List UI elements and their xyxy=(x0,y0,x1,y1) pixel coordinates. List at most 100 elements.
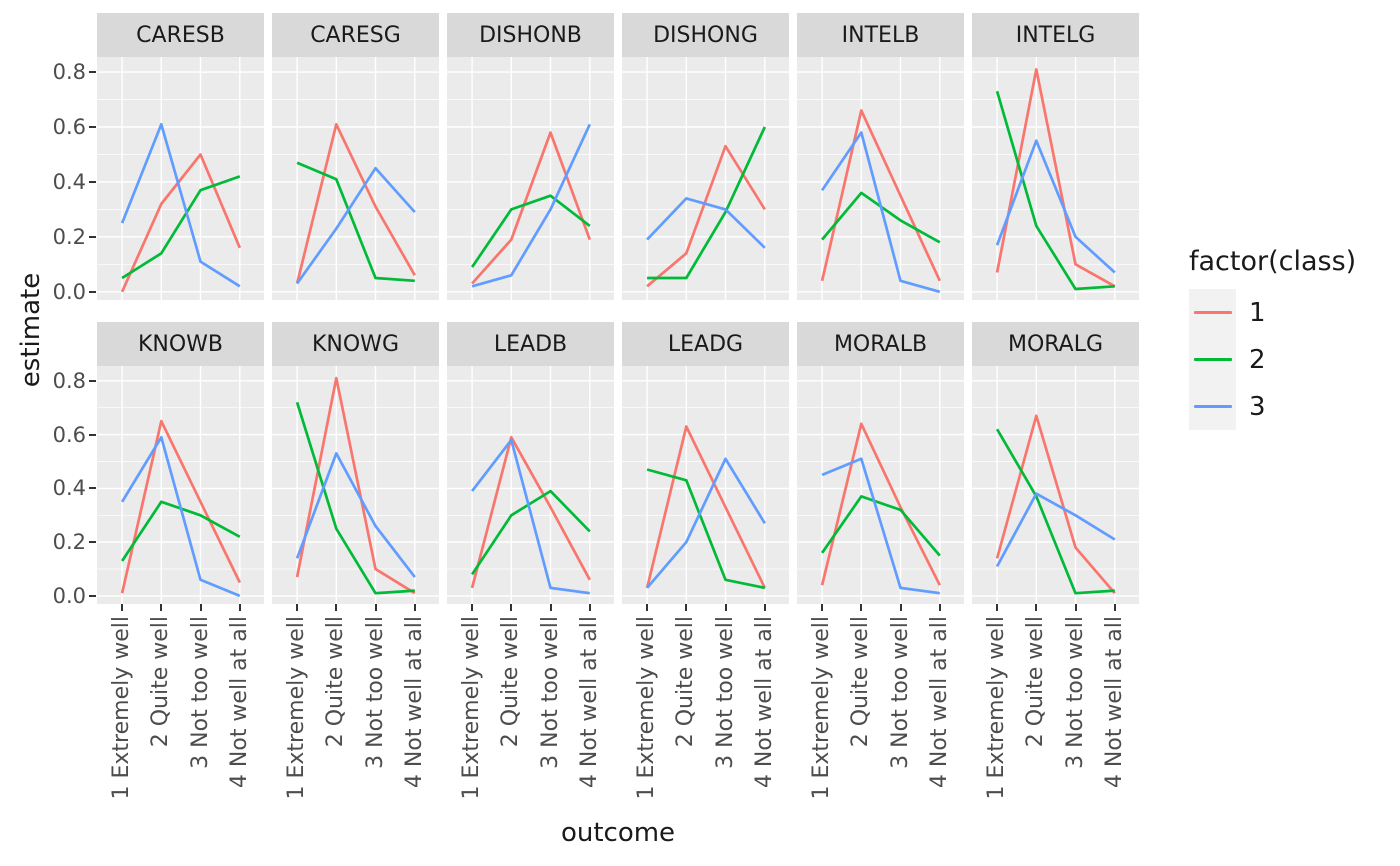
facet-strip: LEADG xyxy=(622,322,789,366)
facet-panel xyxy=(447,57,614,300)
x-tick-mark xyxy=(335,604,337,611)
series-line-class-3 xyxy=(646,457,766,589)
series-line-class-3 xyxy=(295,452,416,578)
series-line-class-2 xyxy=(470,194,591,268)
y-tick-mark xyxy=(89,380,96,382)
series-line-class-2 xyxy=(820,495,941,557)
facet-panel xyxy=(972,57,1139,300)
facet-cell-KNOWB: KNOWB xyxy=(97,322,264,604)
x-tick-mark xyxy=(1075,604,1077,611)
y-tick-label: 0.8 xyxy=(52,369,86,393)
y-tick-mark xyxy=(89,595,96,597)
y-tick-label: 0.6 xyxy=(52,423,86,447)
x-axis-title: outcome xyxy=(560,818,676,848)
legend-label: 2 xyxy=(1249,344,1266,375)
y-tick-label: 0.0 xyxy=(52,584,86,608)
y-tick-label: 0.6 xyxy=(52,115,86,139)
facet-title: CARESG xyxy=(310,22,401,48)
x-tick-label: 1 Extremely well xyxy=(109,616,134,800)
x-tick-label: 3 Not too well xyxy=(1063,616,1088,769)
series-line-class-1 xyxy=(471,131,592,285)
series-line-class-1 xyxy=(995,68,1116,288)
y-tick-mark xyxy=(89,181,96,183)
y-tick-mark xyxy=(89,541,96,543)
legend: factor(class) 1 2 3 xyxy=(1189,246,1356,430)
legend-label: 3 xyxy=(1249,391,1266,422)
series-line-class-2 xyxy=(296,161,415,283)
x-tick-label: 2 Quite well xyxy=(498,616,523,748)
facet-strip: DISHONG xyxy=(622,13,789,57)
series-line-class-3 xyxy=(995,139,1116,274)
series-line-class-3 xyxy=(646,197,766,249)
x-tick-mark xyxy=(550,604,552,611)
series-line-class-2 xyxy=(121,175,241,280)
series-line-class-3 xyxy=(120,435,241,598)
x-tick-label: 4 Not well at all xyxy=(227,616,252,789)
legend-key xyxy=(1189,289,1236,336)
facet-strip: INTELB xyxy=(797,13,964,57)
facet-strip: DISHONB xyxy=(447,13,614,57)
facet-strip: LEADB xyxy=(447,322,614,366)
y-tick-mark xyxy=(89,434,96,436)
facet-panel xyxy=(447,366,614,604)
x-tick-label: 2 Quite well xyxy=(148,616,173,748)
series-line-class-1 xyxy=(295,376,416,595)
y-tick-label: 0.2 xyxy=(52,530,86,554)
legend-entry-class-1: 1 xyxy=(1189,289,1356,336)
x-tick-label: 1 Extremely well xyxy=(634,616,659,800)
y-tick-label: 0.4 xyxy=(52,170,86,194)
x-tick-mark xyxy=(375,604,377,611)
x-tick-label: 4 Not well at all xyxy=(927,616,952,789)
x-tick-mark xyxy=(121,604,123,611)
facet-cell-LEADG: LEADG xyxy=(622,322,789,604)
series-line-class-2 xyxy=(470,489,591,576)
x-tick-mark xyxy=(414,604,416,611)
facet-title: LEADG xyxy=(667,331,744,357)
series-line-class-3 xyxy=(995,492,1116,568)
y-tick-label: 0.0 xyxy=(52,280,86,304)
series-line-class-2 xyxy=(646,468,766,590)
x-tick-label: 3 Not too well xyxy=(188,616,213,769)
x-tick-mark xyxy=(646,604,648,611)
series-line-class-1 xyxy=(470,435,591,589)
facet-title: DISHONB xyxy=(479,22,582,48)
x-tick-mark xyxy=(296,604,298,611)
x-tick-label: 1 Extremely well xyxy=(809,616,834,800)
legend-key xyxy=(1189,383,1236,430)
series-line-class-2 xyxy=(295,401,415,595)
facet-panel xyxy=(622,57,789,300)
series-line-class-2 xyxy=(647,126,767,280)
series-line-class-1 xyxy=(820,422,942,586)
y-tick-label: 0.8 xyxy=(52,60,86,84)
facet-panel xyxy=(97,366,264,604)
x-tick-mark xyxy=(821,604,823,611)
x-tick-label: 3 Not too well xyxy=(363,616,388,769)
x-tick-label: 3 Not too well xyxy=(888,616,913,769)
series-line-class-3 xyxy=(471,438,590,595)
x-tick-mark xyxy=(510,604,512,611)
x-tick-label: 4 Not well at all xyxy=(1102,616,1127,789)
facet-cell-MORALB: MORALB xyxy=(797,322,964,604)
x-tick-mark xyxy=(239,604,241,611)
facet-cell-CARESG: CARESG xyxy=(272,13,439,300)
facet-cell-LEADB: LEADB xyxy=(447,322,614,604)
facet-title: MORALB xyxy=(833,331,928,357)
x-tick-label: 2 Quite well xyxy=(323,616,348,748)
x-tick-mark xyxy=(860,604,862,611)
facet-cell-INTELB: INTELB xyxy=(797,13,964,300)
facet-panel xyxy=(797,57,964,300)
x-tick-label: 2 Quite well xyxy=(1023,616,1048,748)
facet-panel xyxy=(97,57,264,300)
y-tick-mark xyxy=(89,487,96,489)
x-tick-label: 2 Quite well xyxy=(673,616,698,748)
series-line-class-1 xyxy=(646,144,766,288)
facet-title: KNOWG xyxy=(311,331,399,357)
facet-panel xyxy=(272,366,439,604)
series-line-class-1 xyxy=(995,414,1116,595)
x-tick-label: 3 Not too well xyxy=(713,616,738,769)
facet-strip: CARESB xyxy=(97,13,264,57)
y-tick-label: 0.2 xyxy=(52,225,86,249)
x-tick-label: 4 Not well at all xyxy=(577,616,602,789)
x-tick-label: 1 Extremely well xyxy=(284,616,309,800)
